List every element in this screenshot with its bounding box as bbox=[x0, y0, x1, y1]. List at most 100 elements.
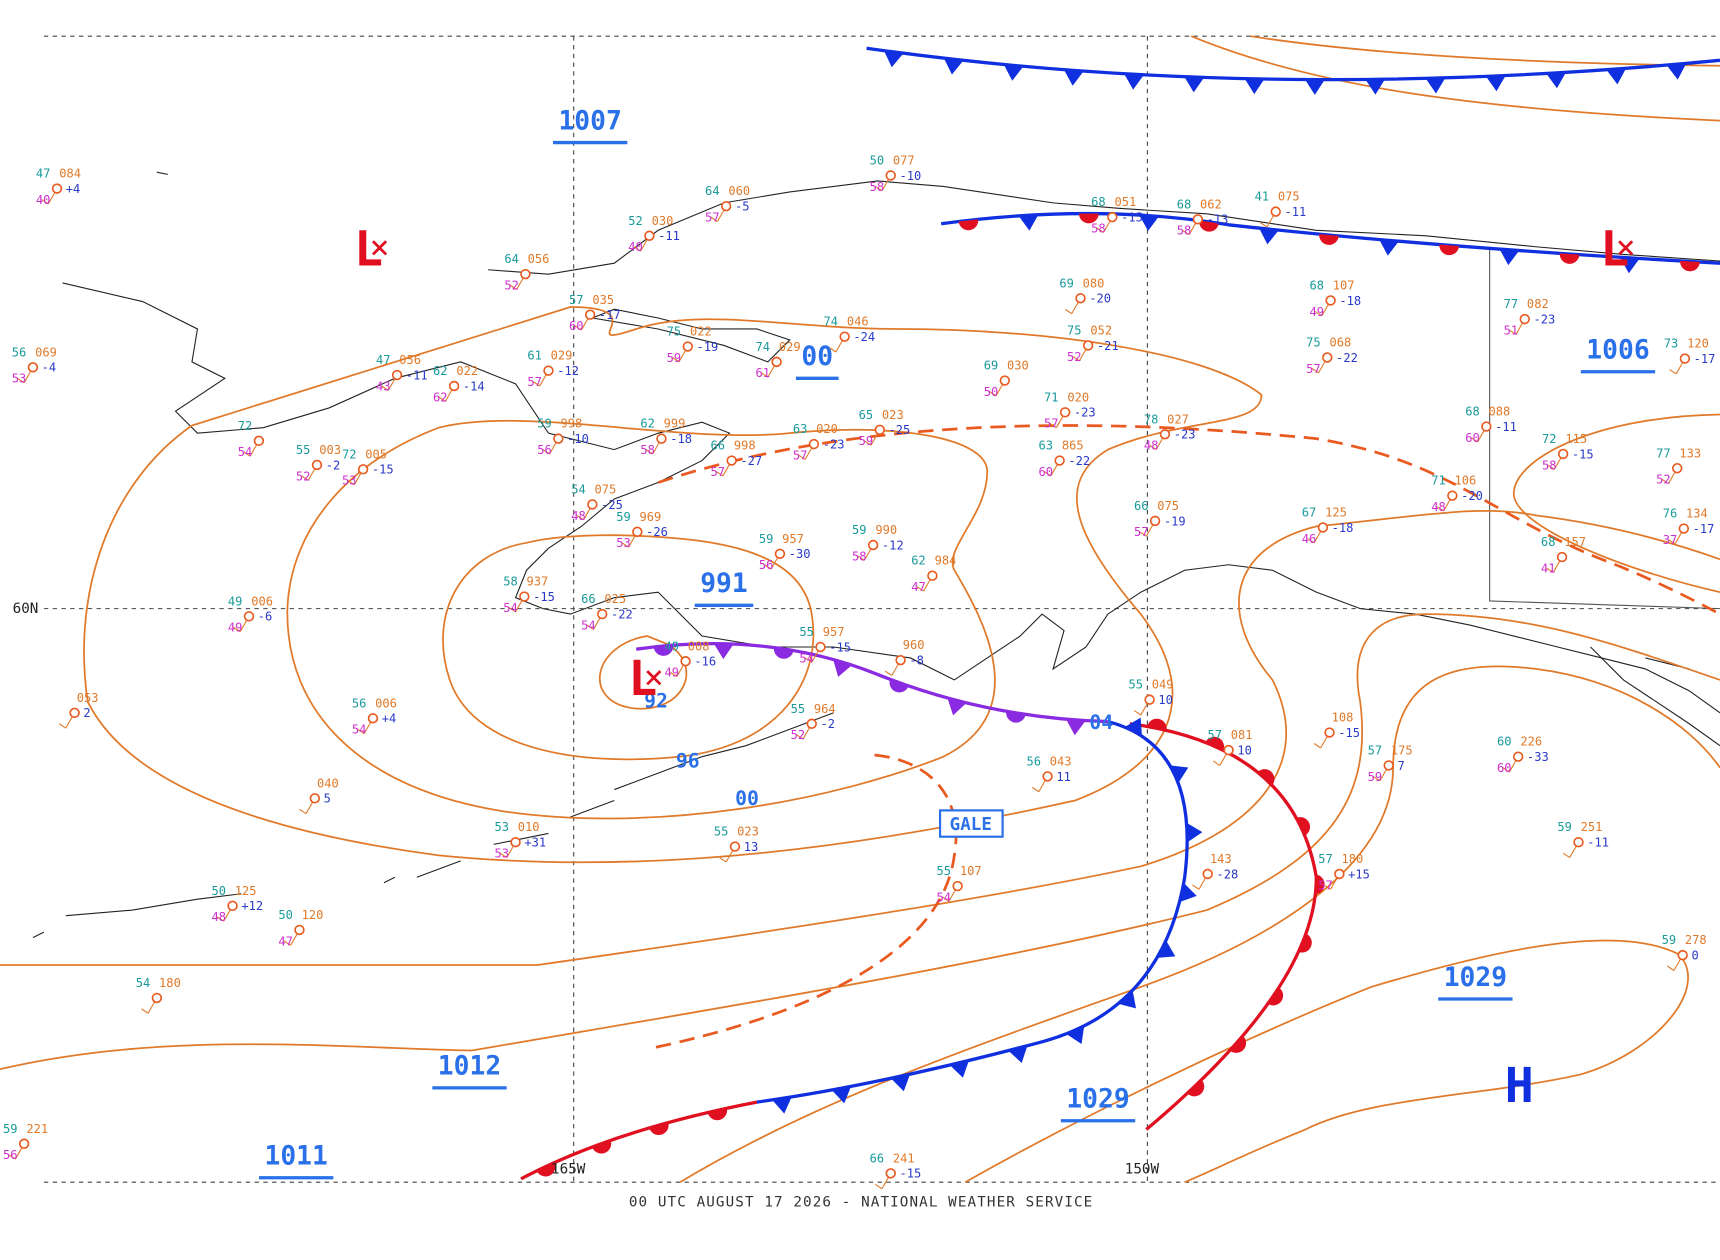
station: 53 010 53 +31 bbox=[494, 820, 546, 860]
dewpoint: 54 bbox=[352, 723, 367, 737]
pressure-change: 0 bbox=[1691, 949, 1698, 963]
station-circle bbox=[999, 375, 1011, 386]
station: 78 027 48 -23 bbox=[1144, 412, 1196, 452]
pressure-change: -23 bbox=[823, 438, 845, 452]
station: 68 107 49 -18 bbox=[1309, 279, 1361, 319]
wind-barb bbox=[141, 1008, 149, 1014]
station-circle bbox=[1075, 293, 1086, 304]
wind-barb bbox=[1072, 355, 1080, 362]
wind-barb bbox=[509, 284, 517, 290]
temperature: 66 bbox=[711, 439, 726, 453]
wind-barb bbox=[875, 185, 883, 192]
wind-barb bbox=[1149, 444, 1157, 451]
pressure: 043 bbox=[1050, 754, 1072, 768]
front-symbol bbox=[1066, 1025, 1085, 1045]
wind-barb bbox=[532, 381, 540, 387]
temperature: 50 bbox=[870, 153, 885, 167]
temperature: 55 bbox=[714, 825, 729, 839]
station: 68 088 60 -11 bbox=[1465, 405, 1517, 445]
temperature: 57 bbox=[1318, 852, 1333, 866]
pressure: 003 bbox=[319, 443, 341, 457]
temperature: 41 bbox=[1255, 190, 1270, 204]
dewpoint: 60 bbox=[569, 319, 584, 333]
pressure-change: -22 bbox=[1068, 454, 1090, 468]
pressure-change: -23 bbox=[1074, 406, 1096, 420]
pressure: 029 bbox=[551, 349, 573, 363]
station-circle bbox=[720, 200, 732, 212]
coast bbox=[32, 712, 834, 939]
pressure-change: -33 bbox=[1527, 750, 1549, 764]
pressure: 125 bbox=[1325, 506, 1347, 520]
temperature: 72 bbox=[238, 419, 253, 433]
station: 75 052 52 -21 bbox=[1067, 323, 1119, 363]
station-circle bbox=[1334, 868, 1345, 880]
dewpoint: 56 bbox=[3, 1148, 18, 1162]
center-mark bbox=[646, 670, 662, 686]
station-circle bbox=[1679, 353, 1691, 364]
pressure: 221 bbox=[26, 1122, 48, 1136]
station: 59 221 56 bbox=[3, 1122, 48, 1162]
station: 63 020 57 -23 bbox=[793, 422, 845, 462]
station-circle bbox=[151, 992, 163, 1004]
wind-barb bbox=[586, 624, 594, 630]
station-circle bbox=[1512, 751, 1524, 762]
pressure-change: -20 bbox=[1089, 292, 1111, 306]
station: 41 075-11 bbox=[1255, 190, 1306, 228]
temperature: 75 bbox=[667, 325, 682, 339]
temperature: 55 bbox=[296, 443, 311, 457]
temperature: 59 bbox=[852, 523, 867, 537]
wind-barb bbox=[1314, 310, 1323, 317]
station: 64 056 52 bbox=[504, 252, 549, 292]
pressure: 025 bbox=[604, 592, 626, 606]
station: 56 043 11 bbox=[1026, 754, 1072, 793]
pressure-change: -15 bbox=[533, 590, 555, 604]
station-circle bbox=[584, 309, 596, 320]
pressure: 108 bbox=[1332, 711, 1354, 725]
pressure-change: -5 bbox=[735, 200, 750, 214]
pressure-center: H bbox=[1505, 1058, 1534, 1114]
front-symbol bbox=[1485, 75, 1506, 92]
front-symbol bbox=[958, 219, 979, 231]
front-symbol bbox=[1184, 76, 1205, 93]
pressure: 035 bbox=[592, 293, 614, 307]
station-circle bbox=[597, 608, 608, 620]
temperature: 55 bbox=[937, 864, 952, 878]
wind-barb bbox=[1562, 852, 1571, 859]
dewpoint: 53 bbox=[342, 474, 357, 488]
front-symbol bbox=[1619, 257, 1640, 274]
station-circle bbox=[18, 1138, 30, 1149]
pressure: 278 bbox=[1685, 933, 1707, 947]
wind-barb bbox=[357, 728, 365, 735]
wind-barb bbox=[1323, 884, 1331, 890]
temperature: 62 bbox=[640, 417, 655, 431]
station-circle bbox=[520, 268, 531, 280]
station: 62 984 47 bbox=[911, 554, 956, 594]
wind-barb bbox=[1509, 329, 1517, 335]
pressure: 960 bbox=[903, 638, 925, 652]
wind-barb bbox=[1470, 437, 1478, 443]
station: 71 106 48 -20 bbox=[1431, 474, 1483, 514]
wind-barb bbox=[884, 670, 893, 676]
station: 58 937 54 -15 bbox=[503, 575, 555, 615]
wind-barb bbox=[1043, 471, 1052, 477]
pressure: 120 bbox=[1687, 337, 1709, 351]
station: 72 005 53 -15 bbox=[342, 447, 394, 487]
wind-barb bbox=[283, 940, 291, 946]
station-circle bbox=[952, 880, 963, 892]
dewpoint: 40 bbox=[36, 193, 51, 207]
pressure: 999 bbox=[664, 417, 686, 431]
pressure-change: -25 bbox=[889, 423, 911, 437]
station: 64 060 57 -5 bbox=[705, 184, 750, 224]
front-symbol bbox=[1205, 736, 1225, 751]
station-circle bbox=[1324, 727, 1335, 738]
wind-barb bbox=[1311, 368, 1319, 374]
front-symbol bbox=[1439, 244, 1460, 256]
dewpoint: 57 bbox=[793, 448, 808, 462]
grid-label: 60N bbox=[13, 601, 39, 617]
temperature: 52 bbox=[628, 214, 643, 228]
dewpoint: 57 bbox=[527, 375, 542, 389]
wind-barb bbox=[1668, 539, 1676, 545]
